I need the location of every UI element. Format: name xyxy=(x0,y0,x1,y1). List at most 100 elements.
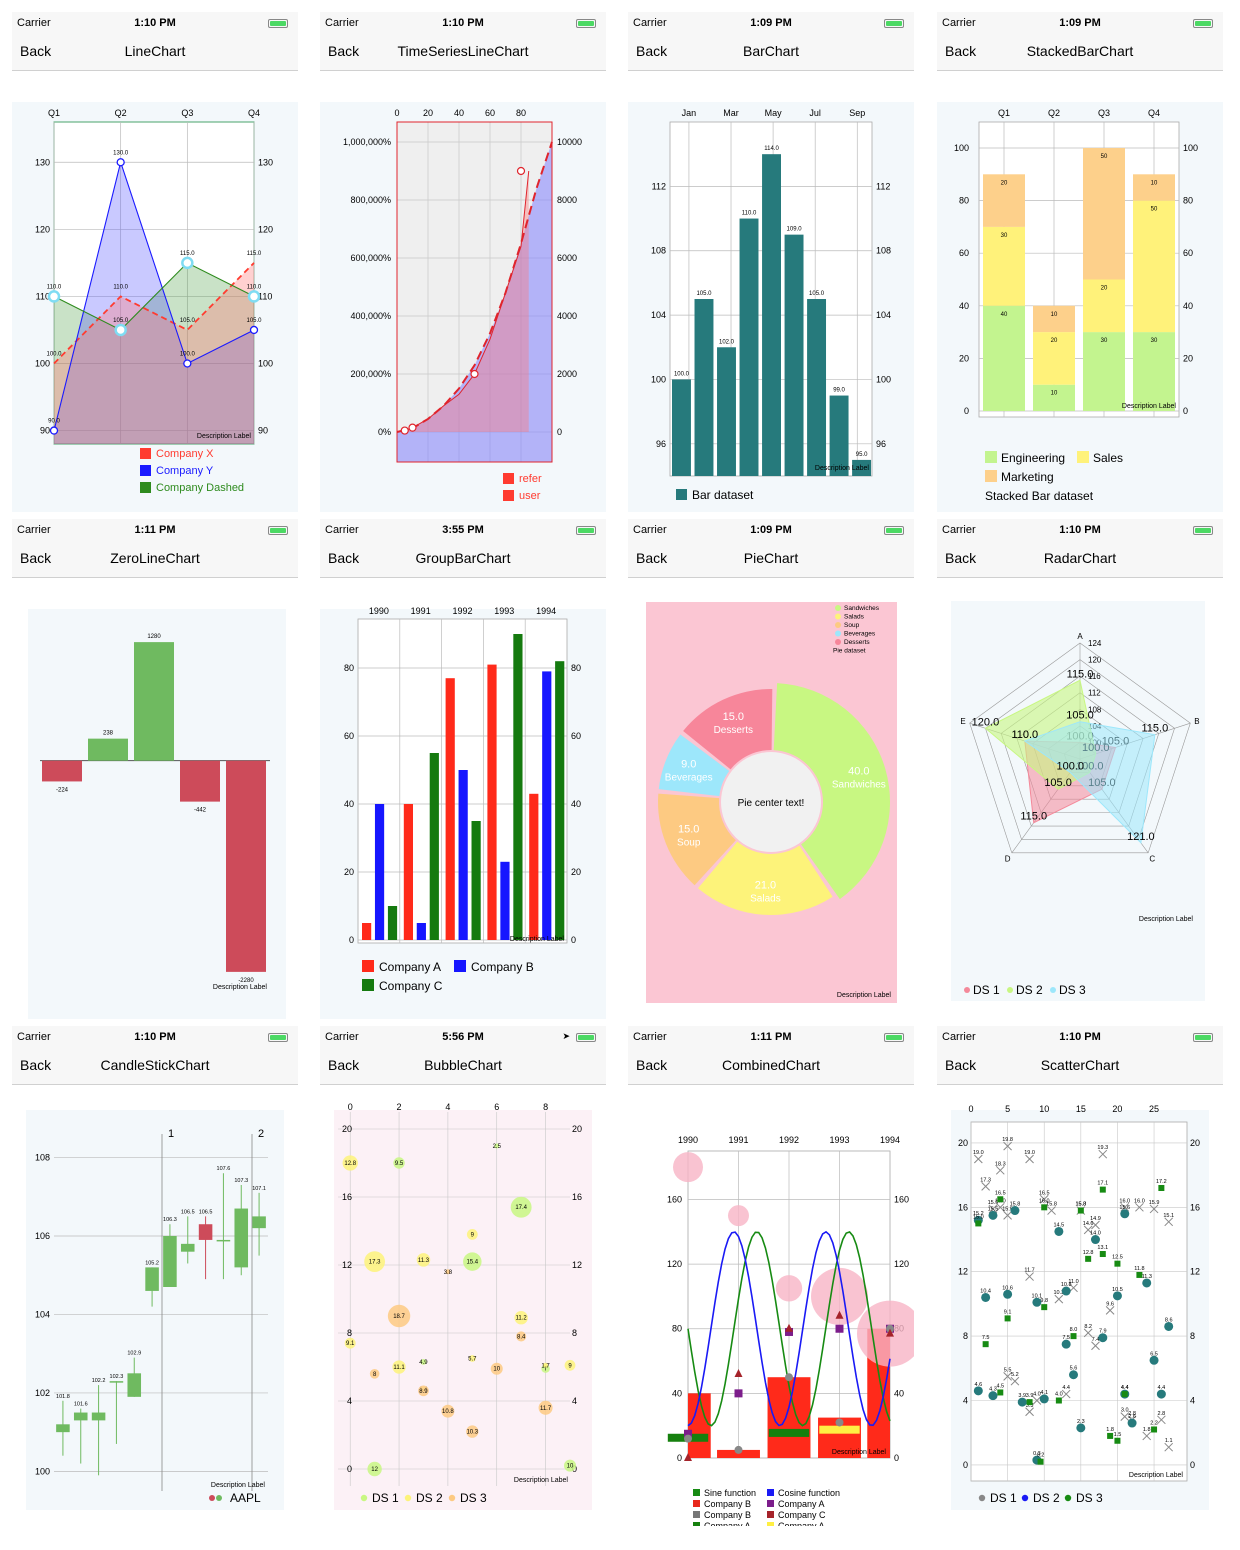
back-button[interactable]: Back xyxy=(945,1057,977,1073)
data-label: 1.1 xyxy=(1165,1438,1173,1444)
stacked-bar-chart[interactable]: Q1 Q2 Q3 Q4 0 0 20 20 40 40 60 60 80 80 100 100 40 30 20 10… xyxy=(937,72,1223,512)
scatter-point xyxy=(1054,1294,1064,1304)
axis-label: C xyxy=(1149,855,1155,864)
y-tick-label: 100 xyxy=(876,374,891,384)
y-tick-label: 102 xyxy=(35,1388,50,1398)
bubble xyxy=(392,1360,406,1374)
data-label: 2.2 xyxy=(1150,1420,1158,1426)
scatter-point xyxy=(1070,1333,1077,1340)
scatter-point xyxy=(1010,1376,1020,1386)
back-button[interactable]: Back xyxy=(20,43,52,59)
combined-chart[interactable]: 1990199119921993199400404080801201201601… xyxy=(628,1086,914,1526)
legend-label: Sales xyxy=(1093,451,1123,465)
slice-value-label: 15.0 xyxy=(723,711,744,723)
y-tick-label: 100 xyxy=(258,359,273,369)
y-tick-label: 96 xyxy=(876,439,886,449)
radar-web xyxy=(985,659,1175,840)
slice-name-label: Salads xyxy=(750,893,781,904)
data-label: 19.0 xyxy=(1024,1150,1035,1156)
data-label: 50 xyxy=(1151,207,1158,213)
legend-label: Bar dataset xyxy=(692,488,754,502)
y-tick-label: 112 xyxy=(876,181,890,191)
back-button[interactable]: Back xyxy=(636,1057,668,1073)
slice-name-label: Soup xyxy=(677,838,701,849)
scatter-chart[interactable]: 0 5 10 15 20 25 0 0 4 4 8 8 12 12 16 16 20 20 19.0 19.8 19.0… xyxy=(937,1086,1223,1526)
scatter-point xyxy=(1120,1412,1130,1421)
y-tick-label: 90 xyxy=(40,426,50,436)
candlestick-chart[interactable]: 100 102 104 106 108 1 2 101.8 101.6 102.2 102.3 102… xyxy=(12,1086,298,1526)
legend-swatch xyxy=(1021,1494,1029,1502)
data-label: 105.2 xyxy=(145,1260,159,1266)
bubble xyxy=(466,1229,478,1240)
data-label: 7.9 xyxy=(1099,1329,1107,1335)
x-tick-label: 1994 xyxy=(536,606,556,616)
panel-bubble-chart: Carrier 5:56 PM ➤ Back BubbleChart 0 2 4 6 8… xyxy=(320,1026,606,1526)
data-label: 106.3 xyxy=(163,1217,177,1223)
back-button[interactable]: Back xyxy=(945,550,977,566)
y-tick-label: 40 xyxy=(344,799,354,809)
bubble-chart[interactable]: 024680044881212161620209.52.517.415.44.9… xyxy=(320,1086,606,1526)
bar-chart[interactable]: Jan Mar May Jul Sep 96 96 100 100 104 104 108 108 112… xyxy=(628,72,914,512)
legend-swatch xyxy=(1050,987,1056,993)
x-tick-label: 1994 xyxy=(880,1135,900,1145)
y-tick-label: 8 xyxy=(963,1331,968,1341)
back-button[interactable]: Back xyxy=(945,43,977,59)
back-button[interactable]: Back xyxy=(636,43,668,59)
y-tick-label: 0% xyxy=(378,427,391,437)
status-bar: Carrier 1:11 PM xyxy=(12,519,298,539)
back-button[interactable]: Back xyxy=(20,550,52,566)
bubble xyxy=(445,1269,451,1275)
data-label: 11.7 xyxy=(540,1406,552,1412)
bubble xyxy=(516,1331,527,1342)
bar xyxy=(717,347,736,476)
group-bar-chart[interactable]: 1990 1991 1992 1993 1994 0 0 20 20 40 40 60 60 80 80 De… xyxy=(320,579,606,1019)
data-label: 100.0 xyxy=(46,352,62,358)
legend-label: Sine function xyxy=(704,1488,756,1498)
scatter-point xyxy=(684,1429,692,1438)
legend-swatch xyxy=(693,1489,700,1496)
legend-swatch xyxy=(693,1522,700,1526)
legend-swatch xyxy=(448,1494,456,1502)
y-tick-label: 96 xyxy=(656,439,666,449)
y-tick-label: 20 xyxy=(342,1124,352,1134)
data-label: 121.0 xyxy=(1127,831,1155,843)
pie-chart[interactable]: 40.0 Sandwiches 21.0 Salads 15.0 Soup 9.0 Bever… xyxy=(628,579,914,1019)
x-tick-label: 6 xyxy=(494,1102,499,1112)
panel-stacked-bar-chart: Carrier 1:09 PM Back StackedBarChart Q1 Q… xyxy=(937,12,1223,512)
bubble xyxy=(811,1267,868,1325)
scatter-point xyxy=(734,1368,743,1377)
bar xyxy=(529,793,539,940)
line-chart[interactable]: Q1 Q2 Q3 Q4 90 90 100 100 110 110 120 120 130 130 100.… xyxy=(12,72,298,512)
candle-body xyxy=(252,1216,266,1229)
data-label: 105.0 xyxy=(246,318,262,324)
y-tick-label: 60 xyxy=(1183,248,1193,258)
navigation-bar: Back CombinedChart xyxy=(628,1046,914,1085)
data-label: 10.3 xyxy=(466,1430,478,1436)
x-tick-label: 1993 xyxy=(494,606,514,616)
back-button[interactable]: Back xyxy=(20,1057,52,1073)
data-label: 10.3 xyxy=(1054,1290,1065,1296)
scatter-point xyxy=(1061,1389,1071,1399)
navigation-bar: Back CandleStickChart xyxy=(12,1046,298,1085)
x-tick-label: Jul xyxy=(809,108,821,118)
nav-title: ZeroLineChart xyxy=(110,550,200,566)
scatter-point xyxy=(1107,1432,1114,1439)
data-label: 105.0 xyxy=(113,318,129,324)
data-label: 15.5 xyxy=(988,1206,999,1212)
scatter-point xyxy=(973,1386,983,1396)
bar xyxy=(88,738,128,761)
back-button[interactable]: Back xyxy=(328,43,360,59)
back-button[interactable]: Back xyxy=(636,550,668,566)
x-tick-label: 5 xyxy=(1005,1104,1010,1114)
scatter-point xyxy=(1099,1186,1106,1193)
data-label: 1.8 xyxy=(1106,1427,1114,1433)
data-label: 19.8 xyxy=(1002,1137,1013,1143)
time-series-line-chart[interactable]: 0 20 40 60 80 0% 0 200,000% 2000 400,000% 4000 600,… xyxy=(320,72,606,512)
legend-swatch xyxy=(676,489,687,500)
back-button[interactable]: Back xyxy=(328,1057,360,1073)
y-tick-label: 20 xyxy=(1190,1138,1200,1148)
radar-chart[interactable]: 100104108112116120124ABCDE100.0105.0105.… xyxy=(937,579,1223,1019)
data-label: 1.8 xyxy=(1143,1427,1151,1433)
back-button[interactable]: Back xyxy=(328,550,360,566)
